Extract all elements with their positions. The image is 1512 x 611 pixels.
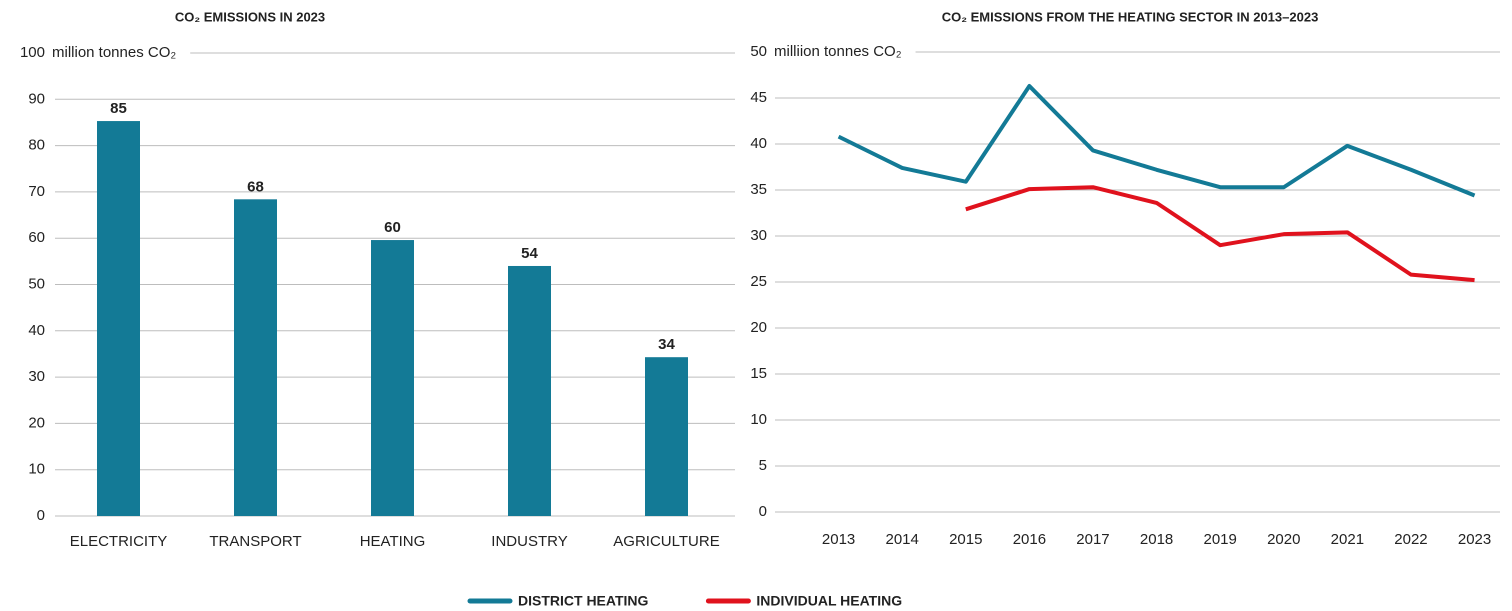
y-tick-label: 5 [759, 457, 767, 474]
y-axis-label: milliion tonnes CO₂ [774, 43, 902, 60]
x-tick-label: 2019 [1203, 531, 1236, 548]
value-label: 34 [658, 336, 675, 353]
x-tick-label: 2023 [1458, 531, 1491, 548]
y-tick-label: 30 [750, 227, 767, 244]
y-tick-label: 40 [28, 322, 45, 339]
x-tick-label: AGRICULTURE [613, 533, 719, 550]
x-tick-label: 2020 [1267, 531, 1300, 548]
y-tick-label: 0 [759, 503, 767, 520]
x-tick-label: HEATING [360, 533, 426, 550]
x-tick-label: 2013 [822, 531, 855, 548]
y-tick-label: 80 [28, 137, 45, 154]
chart-title: CO₂ EMISSIONS IN 2023 [175, 9, 325, 24]
x-tick-label: 2014 [886, 531, 919, 548]
y-tick-label: 90 [28, 90, 45, 107]
x-tick-label: TRANSPORT [209, 533, 301, 550]
x-tick-label: 2022 [1394, 531, 1427, 548]
y-tick-label: 35 [750, 181, 767, 198]
y-tick-label: 25 [750, 273, 767, 290]
x-tick-label: 2018 [1140, 531, 1173, 548]
x-tick-label: INDUSTRY [491, 533, 567, 550]
x-tick-label: 2021 [1331, 531, 1364, 548]
x-tick-label: 2015 [949, 531, 982, 548]
x-tick-label: ELECTRICITY [70, 533, 168, 550]
y-tick-label: 20 [750, 319, 767, 336]
y-axis-label: million tonnes CO₂ [52, 44, 176, 61]
y-tick-label: 100 [20, 44, 45, 61]
bar [645, 357, 688, 516]
y-tick-label: 70 [28, 183, 45, 200]
x-tick-label: 2016 [1013, 531, 1046, 548]
y-tick-label: 50 [28, 275, 45, 292]
y-tick-label: 20 [28, 414, 45, 431]
y-tick-label: 0 [37, 507, 45, 524]
value-label: 68 [247, 178, 264, 195]
chart-title: CO₂ EMISSIONS FROM THE HEATING SECTOR IN… [942, 9, 1319, 24]
y-tick-label: 45 [750, 89, 767, 106]
y-tick-label: 10 [750, 411, 767, 428]
bar [97, 121, 140, 516]
legend-label: INDIVIDUAL HEATING [756, 593, 902, 609]
y-tick-label: 40 [750, 135, 767, 152]
y-tick-label: 50 [750, 43, 767, 60]
y-tick-label: 10 [28, 461, 45, 478]
line-series [837, 84, 1476, 198]
legend-label: DISTRICT HEATING [518, 593, 649, 609]
x-tick-label: 2017 [1076, 531, 1109, 548]
line-series [965, 185, 1475, 283]
bar [371, 240, 414, 516]
bar [234, 199, 277, 517]
y-tick-label: 30 [28, 368, 45, 385]
value-label: 85 [110, 100, 127, 117]
value-label: 60 [384, 219, 401, 236]
y-tick-label: 15 [750, 365, 767, 382]
bar [508, 265, 551, 516]
value-label: 54 [521, 245, 538, 262]
y-tick-label: 60 [28, 229, 45, 246]
